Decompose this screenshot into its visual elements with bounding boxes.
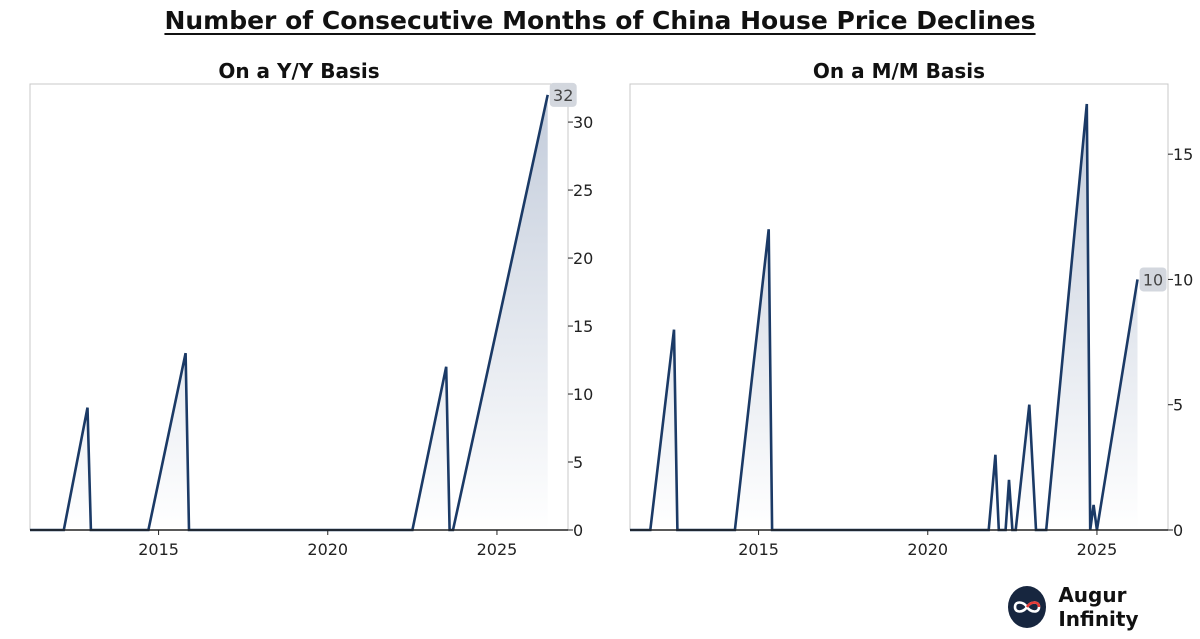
chart2-frame [629,83,1169,530]
chart1-frame [29,83,569,530]
chart2-title: On a M/M Basis [813,59,985,83]
chart2-x-tick-label: 2015 [738,540,779,559]
chart2-y-tick-label: 0 [1173,521,1183,540]
chart2-x-tick-label: 2025 [1077,540,1118,559]
chart2-last-value-badge [1139,267,1167,292]
chart1-y-tick-label: 10 [573,385,593,404]
chart1-x-tick-label: 2015 [138,540,179,559]
chart2-last-value-label: 10 [1143,270,1163,289]
chart1-y-tick-label: 30 [573,113,593,132]
chart1-y-tick-label: 0 [573,521,583,540]
chart1-title: On a Y/Y Basis [218,59,379,83]
chart1-y-tick-label: 20 [573,249,593,268]
chart2-y-tick-label: 15 [1173,145,1193,164]
infinity-loop-icon [1008,586,1047,628]
chart1-x-tick-label: 2020 [307,540,348,559]
chart1-last-value-label: 32 [553,86,573,105]
chart1-y-tick-label: 25 [573,181,593,200]
brand-name: Augur Infinity [1058,583,1139,631]
brand: Augur Infinity [1008,583,1200,631]
chart1-last-value-badge [549,82,577,107]
main-title: Number of Consecutive Months of China Ho… [0,6,1200,35]
chart2-x-tick-label: 2020 [907,540,948,559]
chart2-y-tick-label: 5 [1173,396,1183,415]
chart1-y-tick-label: 15 [573,317,593,336]
chart1-y-tick-label: 5 [573,453,583,472]
chart1-x-tick-label: 2025 [477,540,518,559]
chart2-y-tick-label: 10 [1173,270,1193,289]
chart2-area-fill [630,104,1138,530]
main-title-text: Number of Consecutive Months of China Ho… [164,6,1036,35]
chart1-area-fill [30,94,548,531]
